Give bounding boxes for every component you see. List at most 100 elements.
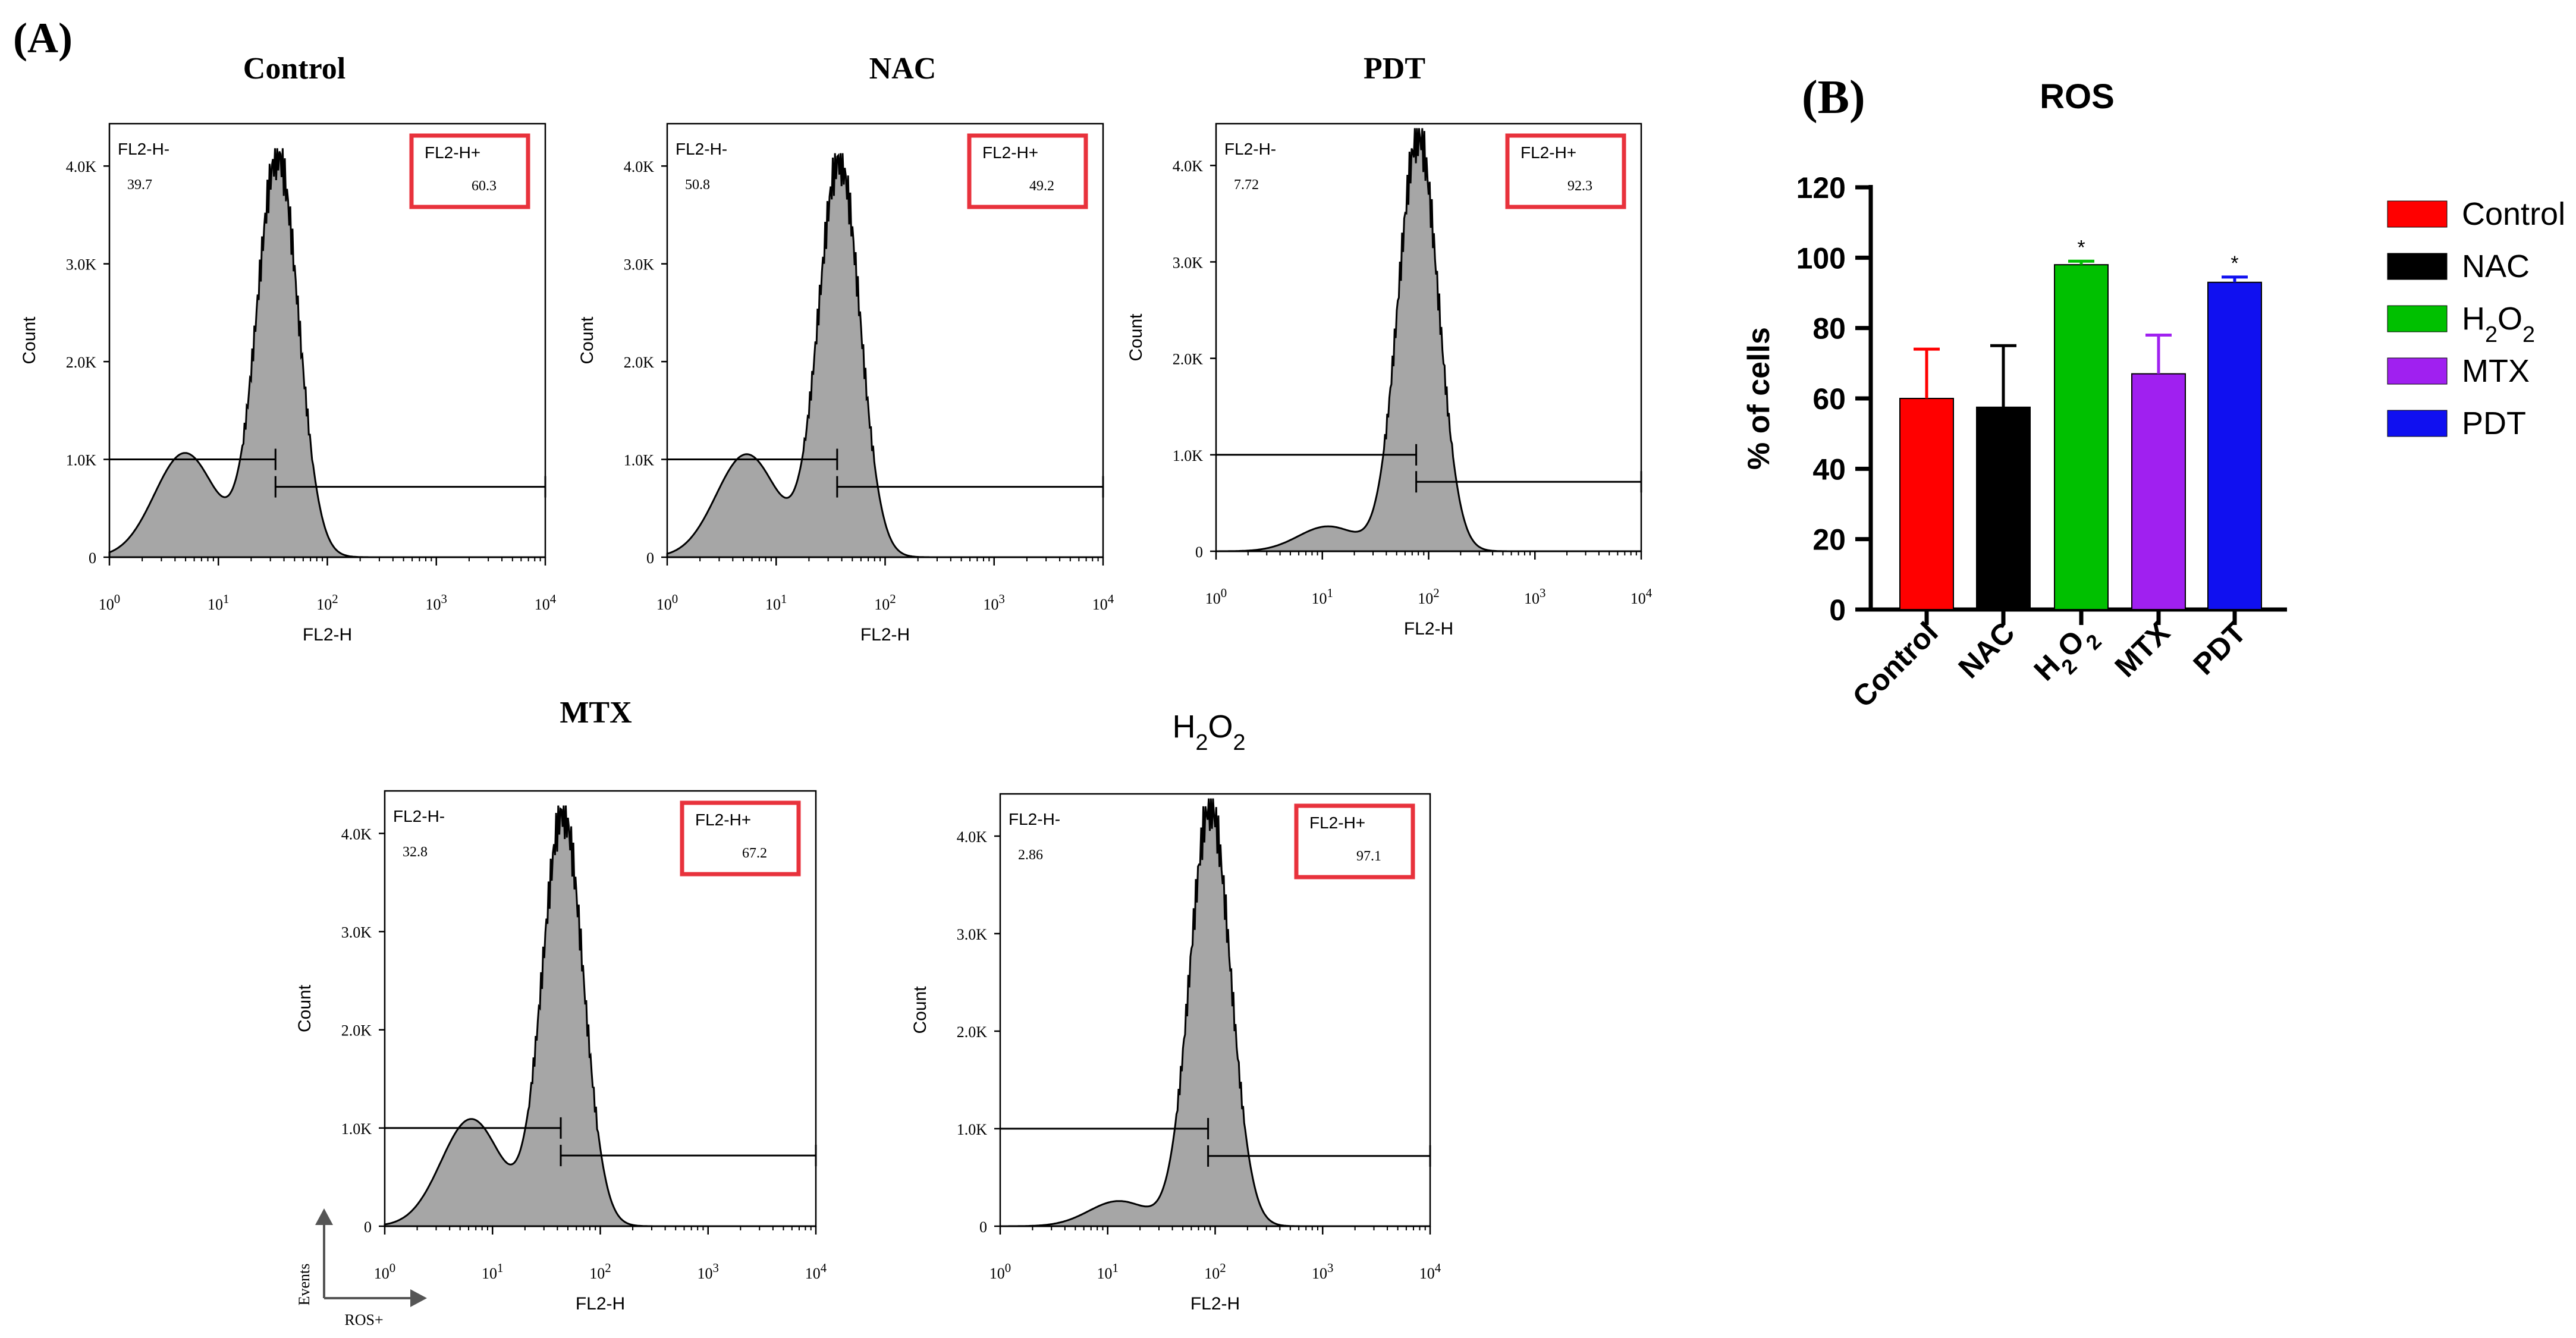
x-tick-label: 100 — [1205, 586, 1227, 608]
neg-gate-label: FL2-H- — [1224, 140, 1276, 158]
y-tick-label: 1.0K — [957, 1121, 988, 1138]
pos-gate-label: FL2-H+ — [1521, 143, 1576, 162]
neg-gate-value: 7.72 — [1234, 177, 1259, 193]
x-tick-label: 104 — [805, 1261, 827, 1283]
x-tick-label: 100 — [656, 592, 678, 614]
neg-gate-value: 32.8 — [403, 844, 428, 860]
y-tick-label: 4.0K — [957, 828, 988, 846]
y-tick-label: 3.0K — [341, 924, 372, 941]
significance-mark: * — [2231, 252, 2238, 275]
x-tick-label: 100 — [374, 1261, 395, 1283]
histogram-curve — [108, 148, 545, 558]
legend-label: PDT — [2462, 406, 2526, 441]
pos-gate-value: 92.3 — [1567, 178, 1592, 194]
x-tick-label: 103 — [426, 592, 447, 614]
x-tick-label: Control — [1846, 615, 1944, 714]
y-tick-label: 20 — [1812, 523, 1846, 557]
x-tick-label: 101 — [208, 592, 229, 614]
histogram-title: NAC — [869, 52, 937, 86]
neg-gate-value: 2.86 — [1018, 847, 1043, 863]
x-axis-label: FL2-H — [576, 1294, 625, 1314]
x-tick-label: NAC — [1952, 615, 2021, 684]
histogram-curve — [666, 153, 1103, 558]
bar-chart-title: ROS — [2040, 77, 2115, 116]
y-tick-label: 3.0K — [957, 926, 988, 943]
y-tick-label: 4.0K — [66, 158, 97, 175]
ros-label: ROS+ — [344, 1311, 383, 1328]
pos-gate-highlight-box — [1294, 803, 1415, 880]
x-tick-label: 102 — [1418, 586, 1439, 608]
pos-gate-highlight-box — [1505, 133, 1626, 209]
events-arrowhead — [315, 1208, 333, 1225]
y-tick-label: 4.0K — [624, 158, 655, 175]
x-tick-label: 104 — [1092, 592, 1114, 614]
legend-label: Control — [2462, 196, 2565, 232]
panel-a-label: (A) — [13, 14, 73, 62]
y-tick-label: 0 — [1829, 593, 1846, 627]
x-tick-label: 104 — [1631, 586, 1653, 608]
x-axis-label: FL2-H — [1404, 619, 1453, 639]
y-tick-label: 2.0K — [66, 354, 97, 371]
x-tick-label: 102 — [589, 1261, 611, 1283]
y-tick-label: 1.0K — [341, 1120, 372, 1138]
x-tick-label: H2O2 — [2028, 615, 2106, 694]
x-tick-label: 100 — [989, 1261, 1011, 1283]
legend-swatch-4 — [2387, 410, 2448, 437]
neg-gate-label: FL2-H- — [1009, 810, 1060, 828]
x-tick-label: 101 — [482, 1261, 503, 1283]
flow-histogram-3: MTX 0 1.0K 2.0K 3.0K 4.0K Count 100 101 102 103 104… — [295, 696, 827, 1314]
x-axis-label: FL2-H — [860, 625, 910, 645]
y-tick-label: 1.0K — [66, 452, 97, 469]
pos-gate-highlight-box — [680, 800, 801, 877]
y-axis-label: Count — [20, 316, 39, 365]
histogram-curve — [384, 805, 816, 1227]
y-tick-label: 0 — [646, 549, 654, 567]
legend-label: H2O2 — [2462, 301, 2535, 347]
legend-label: NAC — [2462, 249, 2530, 284]
histogram-title: Control — [243, 52, 345, 86]
bar-1 — [1976, 406, 2031, 611]
legend-swatch-3 — [2387, 357, 2448, 385]
neg-gate-label: FL2-H- — [393, 807, 445, 825]
bar-4 — [2207, 281, 2262, 610]
flow-histogram-2: PDT 0 1.0K 2.0K 3.0K 4.0K Count 100 101 102 103 104… — [1126, 52, 1653, 639]
x-tick-label: 101 — [765, 592, 787, 614]
bar-2 — [2054, 264, 2109, 610]
legend-swatch-1 — [2387, 253, 2448, 280]
events-label: Events — [296, 1264, 313, 1306]
y-axis-label: Count — [910, 986, 930, 1034]
y-tick-label: 1.0K — [1173, 447, 1204, 464]
bar-3 — [2131, 373, 2186, 610]
histogram-title: H2O2 — [1172, 709, 1245, 755]
x-tick-label: 103 — [698, 1261, 719, 1283]
pos-gate-highlight-box — [967, 133, 1088, 209]
y-tick-label: 2.0K — [624, 354, 655, 371]
y-tick-label: 4.0K — [1173, 158, 1204, 175]
y-tick-label: 2.0K — [341, 1022, 372, 1039]
y-tick-label: 0 — [979, 1218, 987, 1236]
x-axis-label: FL2-H — [303, 625, 352, 645]
x-tick-label: 102 — [316, 592, 338, 614]
y-tick-label: 3.0K — [624, 256, 655, 274]
flow-histogram-0: Control 0 1.0K 2.0K 3.0K 4.0K Count 100 101 102 10… — [20, 52, 557, 645]
x-tick-label: 101 — [1097, 1261, 1119, 1283]
neg-gate-value: 50.8 — [685, 177, 710, 193]
histogram-title: MTX — [560, 696, 632, 730]
y-tick-label: 40 — [1812, 453, 1846, 486]
pos-gate-value: 67.2 — [742, 846, 767, 861]
panel-b-label: (B) — [1802, 71, 1865, 124]
y-axis-label: Count — [577, 316, 597, 365]
x-tick-label: 104 — [535, 592, 557, 614]
x-tick-label: 102 — [1204, 1261, 1226, 1283]
pos-gate-label: FL2-H+ — [982, 143, 1038, 162]
x-tick-label: 103 — [1312, 1261, 1333, 1283]
flow-histogram-1: NAC 0 1.0K 2.0K 3.0K 4.0K Count 100 101 102 103 104… — [577, 52, 1114, 645]
event-axes: Events ROS+ — [296, 1208, 427, 1328]
ros-arrowhead — [410, 1289, 427, 1307]
y-tick-label: 0 — [1195, 544, 1203, 561]
pos-gate-label: FL2-H+ — [1309, 814, 1365, 832]
y-tick-label: 0 — [89, 549, 96, 567]
y-tick-label: 1.0K — [624, 452, 655, 469]
